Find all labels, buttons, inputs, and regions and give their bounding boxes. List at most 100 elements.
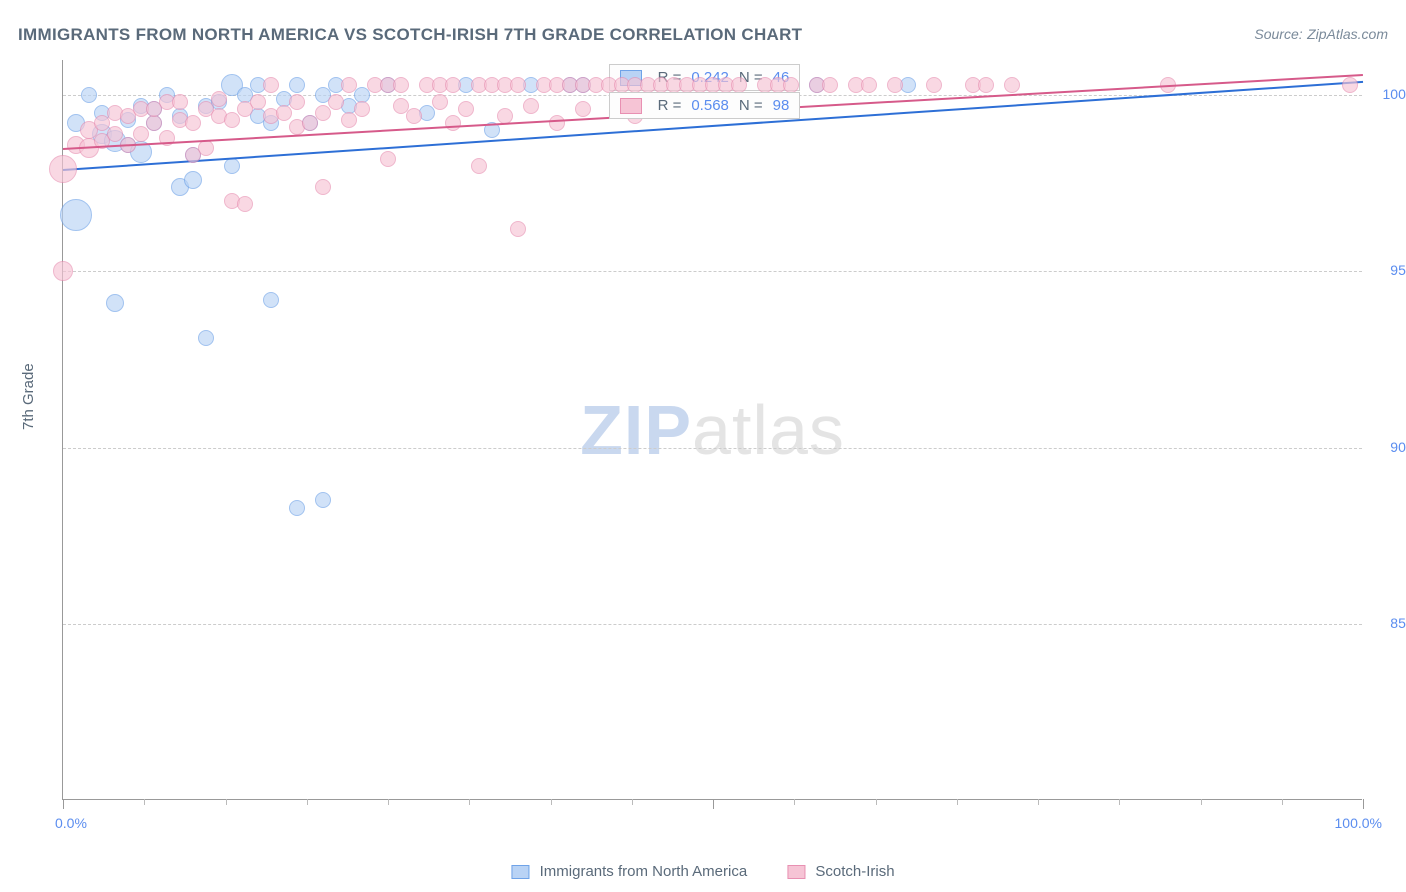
- x-tick-minor: [307, 799, 308, 805]
- data-point-si: [211, 91, 227, 107]
- x-tick-label-min: 0.0%: [55, 815, 87, 831]
- data-point-si: [458, 101, 474, 117]
- x-tick-major: [63, 799, 64, 809]
- data-point-si: [445, 115, 461, 131]
- data-point-si: [341, 77, 357, 93]
- data-point-si: [250, 94, 266, 110]
- data-point-na: [263, 115, 279, 131]
- legend: Immigrants from North America Scotch-Iri…: [511, 863, 894, 880]
- gridline-h: [63, 448, 1362, 449]
- data-point-na: [133, 98, 149, 114]
- stats-swatch-na: [620, 70, 642, 86]
- data-point-si: [172, 94, 188, 110]
- source-value: ZipAtlas.com: [1307, 26, 1388, 42]
- data-point-si: [107, 105, 123, 121]
- stats-box-na: R =0.242N =46: [609, 64, 801, 91]
- n-label: N =: [739, 97, 763, 114]
- data-point-si: [224, 193, 240, 209]
- data-point-na: [120, 112, 136, 128]
- data-point-na: [198, 330, 214, 346]
- gridline-h: [63, 624, 1362, 625]
- data-point-si: [393, 98, 409, 114]
- data-point-si: [146, 101, 162, 117]
- data-point-na: [328, 77, 344, 93]
- data-point-si: [146, 115, 162, 131]
- data-point-si: [302, 115, 318, 131]
- x-tick-minor: [144, 799, 145, 805]
- data-point-si: [575, 77, 591, 93]
- data-point-si: [198, 140, 214, 156]
- data-point-si: [276, 105, 292, 121]
- data-point-na: [146, 101, 162, 117]
- data-point-si: [978, 77, 994, 93]
- data-point-si: [315, 105, 331, 121]
- legend-label-si: Scotch-Irish: [815, 863, 894, 880]
- data-point-na: [94, 105, 110, 121]
- data-point-si: [549, 115, 565, 131]
- data-point-si: [289, 94, 305, 110]
- data-point-si: [471, 77, 487, 93]
- x-tick-minor: [957, 799, 958, 805]
- swatch-na: [511, 865, 529, 879]
- legend-item-si: Scotch-Irish: [787, 863, 894, 880]
- x-tick-major: [713, 799, 714, 809]
- plot-area: ZIPatlas 85.0%90.0%95.0%100.0%0.0%100.0%…: [62, 60, 1362, 800]
- x-tick-major: [1363, 799, 1364, 809]
- data-point-si: [224, 112, 240, 128]
- data-point-na: [67, 114, 85, 132]
- data-point-si: [289, 119, 305, 135]
- source-label: Source:: [1254, 26, 1302, 42]
- data-point-na: [250, 108, 266, 124]
- data-point-na: [302, 115, 318, 131]
- data-point-si: [484, 77, 500, 93]
- data-point-si: [861, 77, 877, 93]
- y-tick-label: 90.0%: [1370, 439, 1406, 455]
- data-point-si: [445, 77, 461, 93]
- data-point-si: [198, 101, 214, 117]
- data-point-si: [419, 77, 435, 93]
- data-point-si: [588, 77, 604, 93]
- data-point-si: [354, 101, 370, 117]
- r-label: R =: [658, 69, 682, 86]
- data-point-na: [523, 77, 539, 93]
- data-point-si: [848, 77, 864, 93]
- data-point-si: [133, 126, 149, 142]
- data-point-si: [80, 121, 98, 139]
- x-tick-minor: [794, 799, 795, 805]
- data-point-si: [562, 77, 578, 93]
- x-tick-minor: [1282, 799, 1283, 805]
- data-point-si: [211, 108, 227, 124]
- data-point-si: [523, 98, 539, 114]
- data-point-si: [185, 115, 201, 131]
- x-tick-minor: [1038, 799, 1039, 805]
- x-tick-minor: [551, 799, 552, 805]
- r-label: R =: [658, 97, 682, 114]
- data-point-na: [562, 77, 578, 93]
- data-point-si: [965, 77, 981, 93]
- x-tick-label-max: 100.0%: [1335, 815, 1382, 831]
- data-point-na: [172, 108, 188, 124]
- y-axis-title: 7th Grade: [20, 363, 37, 430]
- data-point-si: [887, 77, 903, 93]
- data-point-na: [171, 178, 189, 196]
- watermark-zip: ZIP: [580, 391, 692, 469]
- data-point-si: [432, 77, 448, 93]
- data-point-si: [432, 94, 448, 110]
- n-value-na: 46: [773, 69, 790, 86]
- data-point-si: [926, 77, 942, 93]
- data-point-si: [328, 94, 344, 110]
- data-point-si: [133, 101, 149, 117]
- data-point-si: [497, 77, 513, 93]
- data-point-si: [159, 94, 175, 110]
- data-point-si: [380, 151, 396, 167]
- data-point-na: [289, 77, 305, 93]
- data-point-si: [510, 77, 526, 93]
- legend-item-na: Immigrants from North America: [511, 863, 747, 880]
- n-label: N =: [739, 69, 763, 86]
- data-point-na: [224, 158, 240, 174]
- data-point-si: [393, 77, 409, 93]
- data-point-na: [315, 492, 331, 508]
- data-point-si: [367, 77, 383, 93]
- chart-title: IMMIGRANTS FROM NORTH AMERICA VS SCOTCH-…: [18, 25, 802, 45]
- stats-swatch-si: [620, 98, 642, 114]
